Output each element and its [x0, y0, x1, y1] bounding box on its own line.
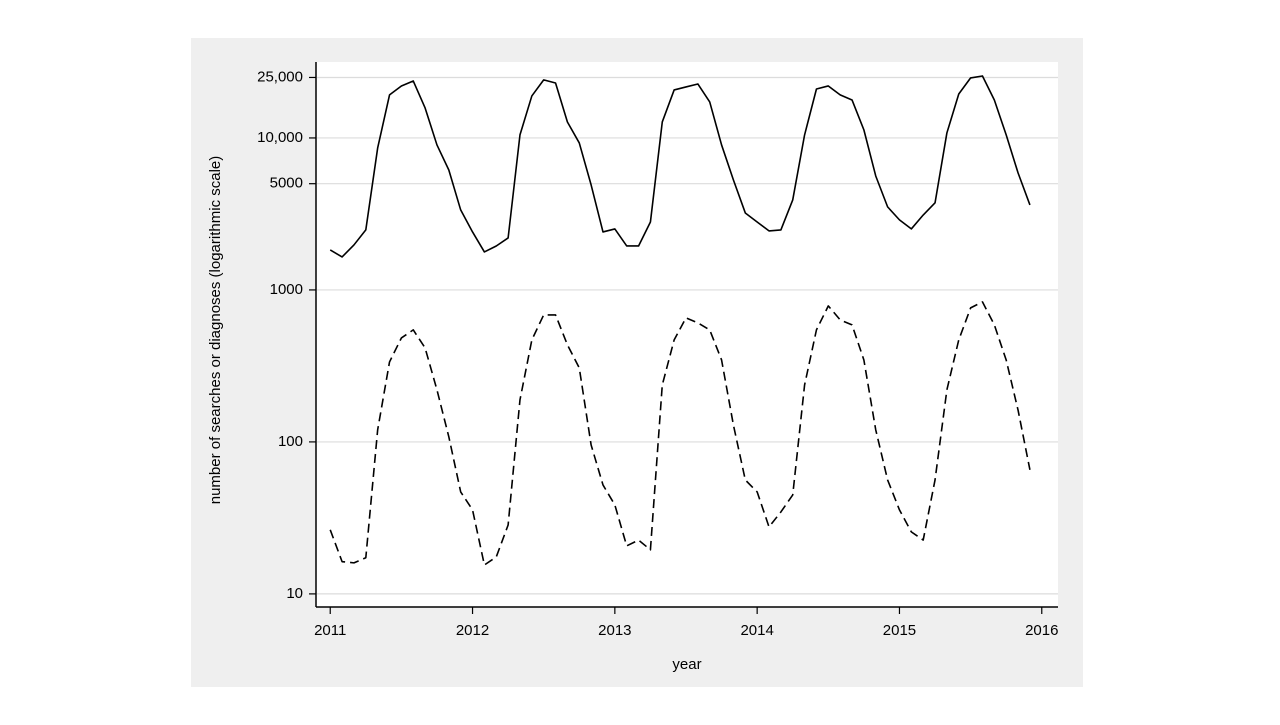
y-tick-label: 5000 — [270, 175, 303, 192]
series-line — [329, 301, 1031, 566]
y-tick-label: 1000 — [270, 281, 303, 298]
series-line — [329, 75, 1031, 258]
y-tick-label: 10 — [286, 585, 303, 602]
x-tick-label: 2015 — [883, 622, 916, 639]
plot-area — [316, 62, 1058, 607]
x-axis-title: year — [672, 656, 701, 673]
y-tick-label: 25,000 — [257, 68, 303, 85]
x-tick-label: 2016 — [1025, 622, 1058, 639]
y-axis-title: number of searches or diagnoses (logarit… — [207, 156, 224, 505]
x-tick-label: 2014 — [740, 622, 773, 639]
y-tick-label: 10,000 — [257, 129, 303, 146]
x-tick-label: 2013 — [598, 622, 631, 639]
y-tick-label: 100 — [278, 433, 303, 450]
x-tick-label: 2012 — [456, 622, 489, 639]
x-tick-label: 2011 — [314, 622, 346, 639]
